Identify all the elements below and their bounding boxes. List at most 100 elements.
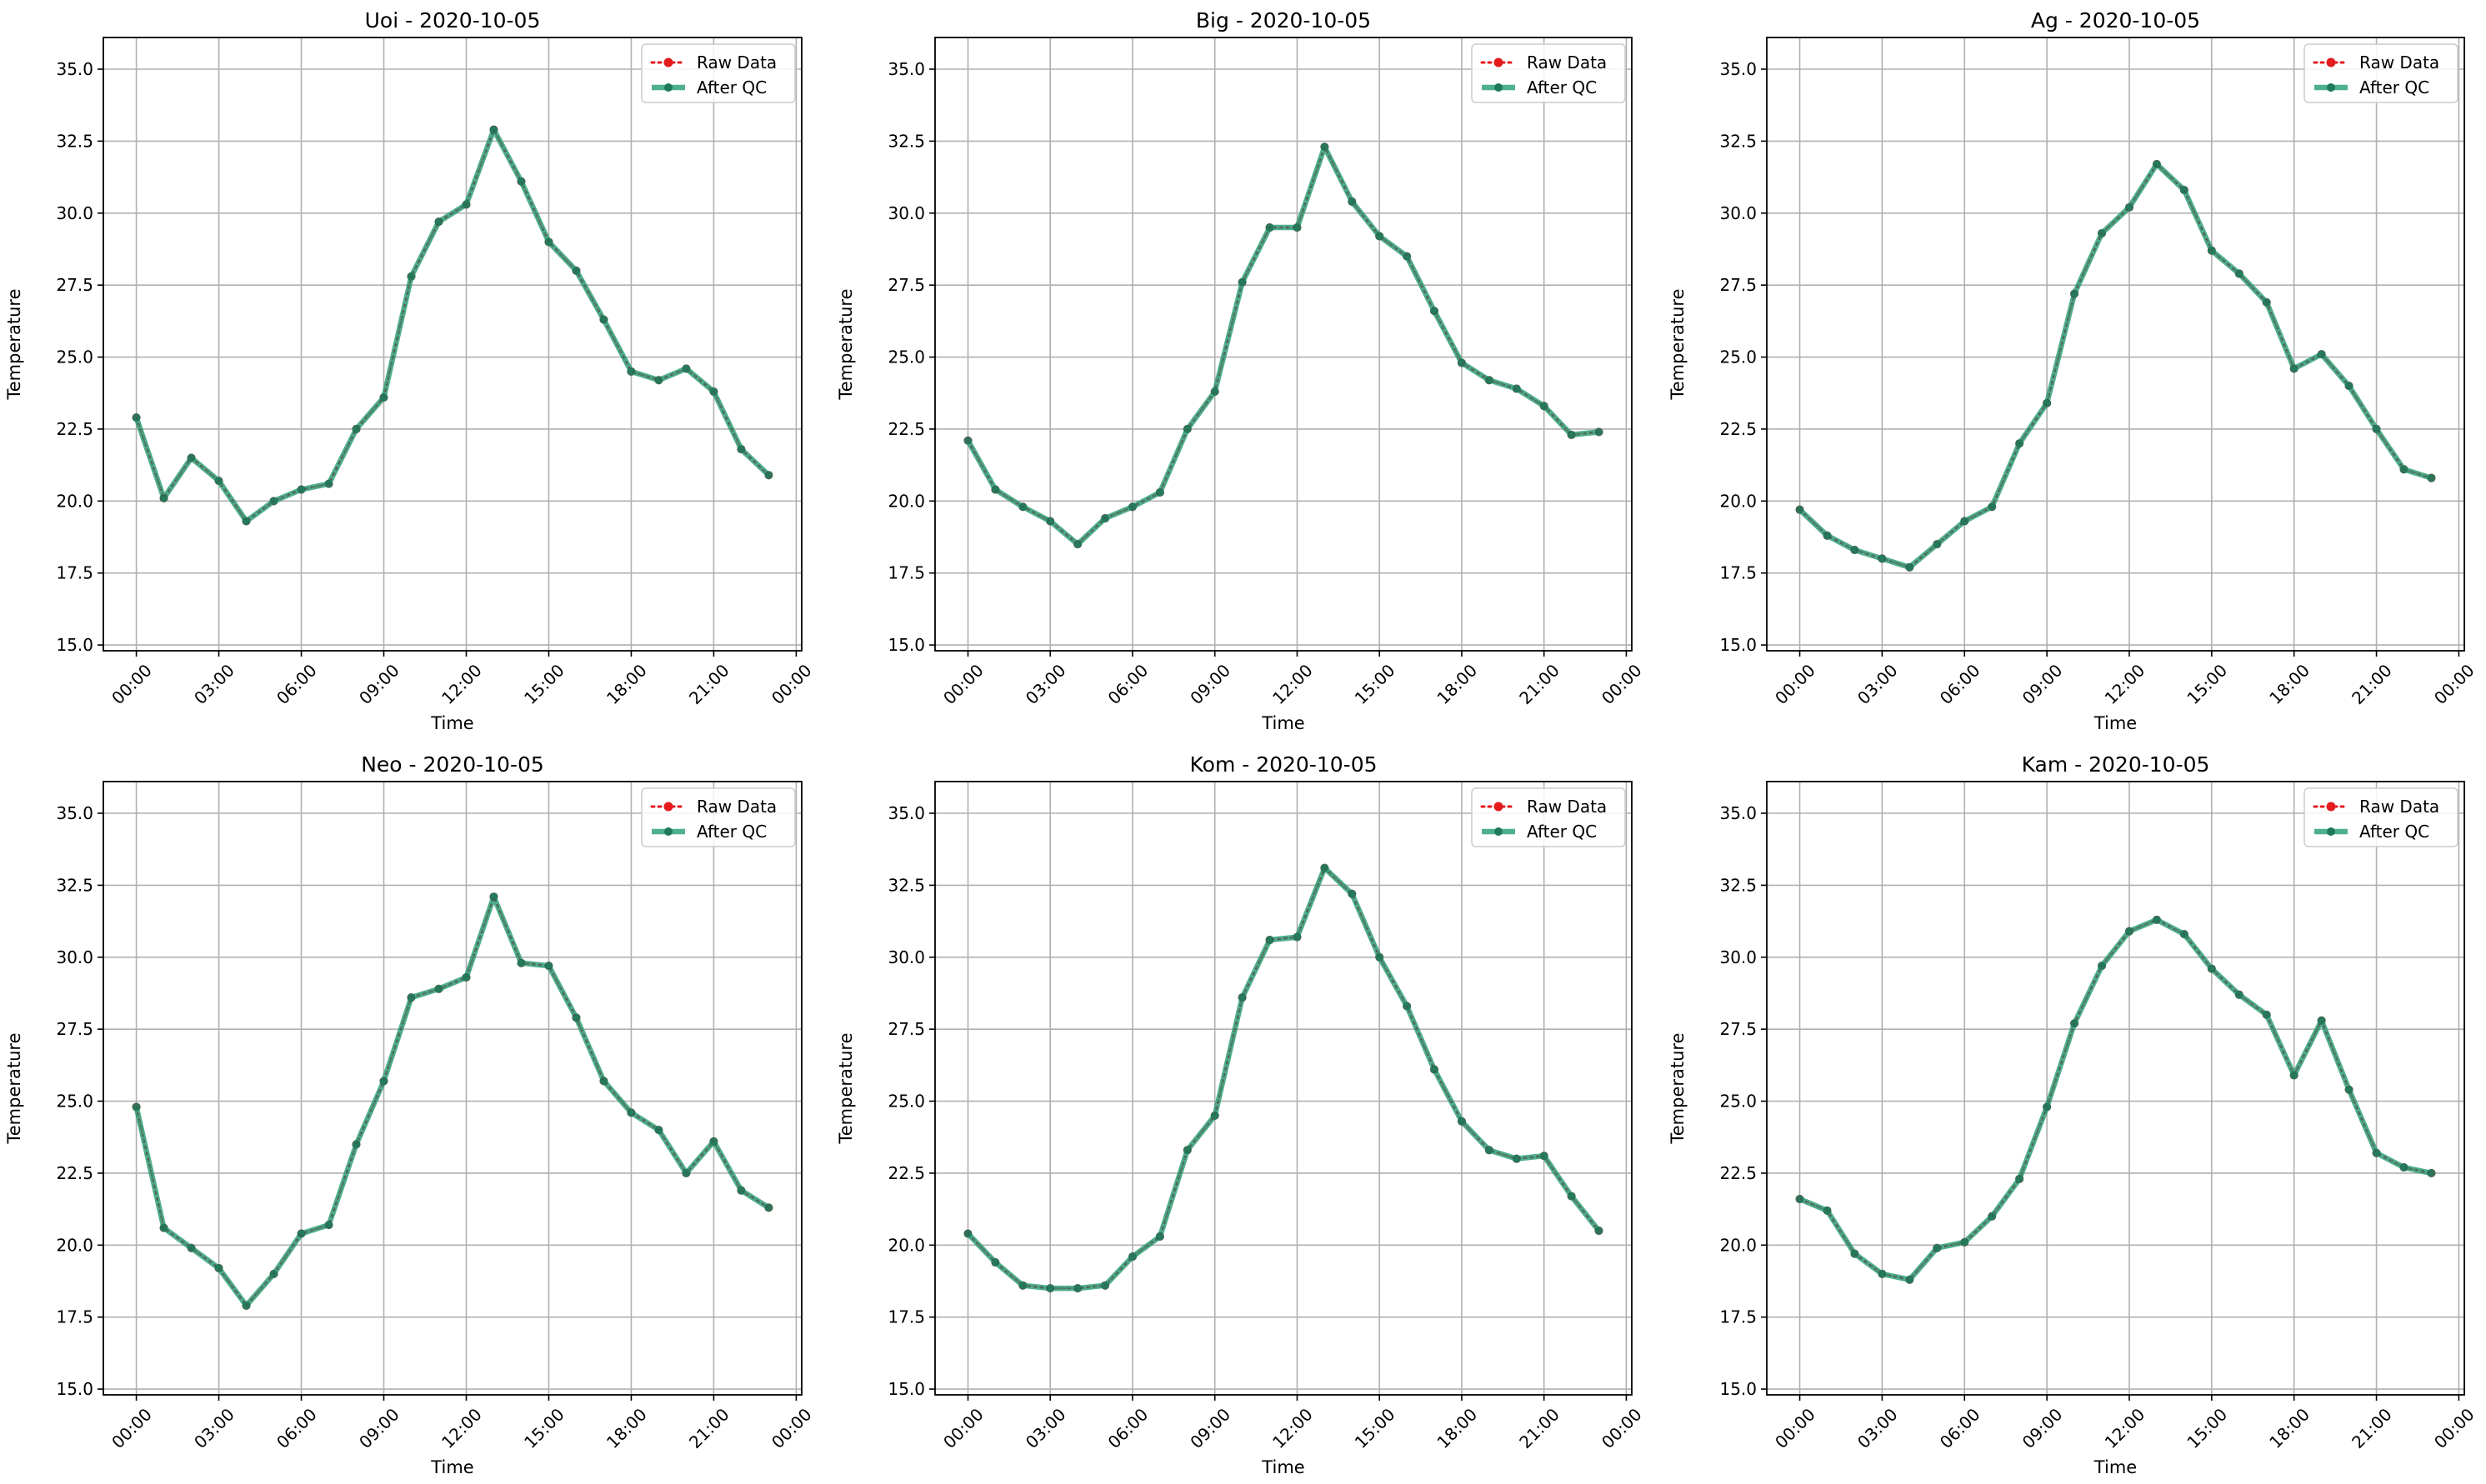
- x-tick-label: 21:00: [685, 1404, 733, 1452]
- x-tick-label: 09:00: [355, 660, 403, 708]
- after-qc-point: [764, 1203, 773, 1212]
- subplot-title: Ag - 2020-10-05: [2031, 8, 2200, 32]
- y-tick-label: 20.0: [1719, 1235, 1757, 1255]
- y-tick-label: 17.5: [1719, 563, 1757, 583]
- y-axis-label: Temperature: [836, 1032, 856, 1144]
- after-qc-point: [1238, 993, 1247, 1002]
- after-qc-point: [434, 217, 443, 227]
- x-axis-label: Time: [2093, 1457, 2137, 1477]
- legend-label-after-qc: After QC: [2359, 822, 2429, 842]
- x-tick-label: 21:00: [1515, 660, 1563, 708]
- axes-frame: [103, 37, 803, 652]
- x-tick-label: 15:00: [520, 660, 568, 708]
- legend-marker-raw-data: [1493, 802, 1503, 812]
- y-tick-label: 22.5: [888, 419, 925, 439]
- after-qc-point: [599, 315, 608, 324]
- x-tick-label: 00:00: [939, 1404, 988, 1452]
- x-tick-label: 12:00: [2101, 1404, 2149, 1452]
- x-axis-label: Time: [430, 1457, 473, 1477]
- y-tick-label: 35.0: [56, 59, 93, 79]
- y-tick-label: 32.5: [1719, 875, 1757, 895]
- after-qc-point: [1238, 277, 1247, 287]
- y-tick-label: 25.0: [56, 347, 93, 367]
- y-axis-label: Temperature: [4, 288, 24, 400]
- x-tick-label: 09:00: [355, 1404, 403, 1452]
- axes-frame: [934, 781, 1633, 1396]
- y-tick-label: 27.5: [1719, 1019, 1757, 1039]
- after-qc-point: [1960, 517, 1969, 526]
- after-qc-point: [214, 1263, 223, 1272]
- subplot-title: Kam - 2020-10-05: [2022, 752, 2210, 777]
- after-qc-point: [489, 892, 498, 902]
- after-qc-point: [1046, 517, 1055, 526]
- x-tick-label: 12:00: [1268, 1404, 1317, 1452]
- x-tick-label: 18:00: [2265, 1404, 2313, 1452]
- series-line-after-qc: [966, 865, 1602, 1292]
- y-tick-label: 20.0: [56, 1235, 93, 1255]
- y-tick-label: 25.0: [56, 1092, 93, 1112]
- x-tick-label: 00:00: [108, 660, 156, 708]
- after-qc-point: [2015, 1174, 2024, 1183]
- y-tick-label: 17.5: [56, 563, 93, 583]
- after-qc-point: [1403, 1002, 1412, 1011]
- series-overlay-raw-data: [1798, 162, 2432, 568]
- x-tick-label: 03:00: [1022, 660, 1070, 708]
- x-tick-label: 00:00: [939, 660, 988, 708]
- after-qc-point: [1430, 1065, 1439, 1074]
- y-tick-label: 22.5: [888, 1163, 925, 1183]
- legend-marker-after-qc: [2327, 827, 2335, 836]
- after-qc-point: [1457, 1117, 1466, 1126]
- subplot-title: Big - 2020-10-05: [1196, 8, 1371, 32]
- legend-label-after-qc: After QC: [1527, 77, 1597, 97]
- axes-frame: [934, 37, 1633, 652]
- y-tick-label: 35.0: [1719, 803, 1757, 823]
- series-overlay-raw-data: [135, 127, 770, 522]
- after-qc-point: [324, 1221, 333, 1230]
- after-qc-point: [2289, 364, 2298, 373]
- x-tick-label: 21:00: [685, 660, 733, 708]
- after-qc-point: [1375, 952, 1384, 962]
- after-qc-point: [572, 1013, 581, 1022]
- legend-marker-after-qc: [1494, 827, 1503, 836]
- after-qc-point: [2152, 915, 2161, 924]
- after-qc-point: [1128, 1252, 1137, 1262]
- after-qc-point: [1073, 1284, 1083, 1293]
- y-tick-label: 32.5: [1719, 131, 1757, 151]
- x-axis-label: Time: [1261, 713, 1304, 733]
- subplot-5: 15.0 17.5 20.0 22.5 25.0 27.5 30.0 32.5 35.0 00:0…: [836, 752, 1646, 1477]
- y-axis-label: Temperature: [1668, 1032, 1688, 1144]
- after-qc-point: [269, 497, 278, 506]
- after-qc-point: [1484, 1146, 1493, 1155]
- x-tick-label: 12:00: [438, 1404, 486, 1452]
- x-tick-label: 06:00: [1936, 1404, 1984, 1452]
- x-tick-label: 18:00: [603, 660, 651, 708]
- y-tick-label: 22.5: [1719, 419, 1757, 439]
- after-qc-point: [1878, 554, 1887, 563]
- legend: Raw Data After QC: [641, 43, 796, 103]
- x-tick-label: 21:00: [1515, 1404, 1563, 1452]
- legend-label-raw-data: Raw Data: [1527, 52, 1607, 72]
- after-qc-point: [1403, 252, 1412, 261]
- y-tick-label: 17.5: [888, 563, 925, 583]
- after-qc-point: [991, 1258, 1000, 1267]
- x-axis-label: Time: [430, 713, 473, 733]
- x-tick-label: 06:00: [1104, 1404, 1153, 1452]
- legend-marker-raw-data: [2326, 57, 2336, 67]
- axes-frame: [103, 781, 803, 1396]
- after-qc-point: [2152, 160, 2161, 169]
- after-qc-point: [489, 125, 498, 134]
- after-qc-point: [1457, 358, 1466, 367]
- after-qc-point: [1823, 531, 1832, 540]
- after-qc-point: [1046, 1284, 1055, 1293]
- y-tick-label: 32.5: [56, 131, 93, 151]
- after-qc-point: [1293, 223, 1302, 232]
- legend-marker-after-qc: [664, 827, 673, 836]
- x-tick-label: 21:00: [2348, 660, 2396, 708]
- y-tick-label: 27.5: [1719, 275, 1757, 295]
- y-tick-label: 25.0: [1719, 1092, 1757, 1112]
- x-tick-label: 12:00: [2101, 660, 2149, 708]
- after-qc-point: [1375, 232, 1384, 241]
- x-tick-label: 15:00: [2183, 660, 2231, 708]
- y-tick-label: 27.5: [888, 275, 925, 295]
